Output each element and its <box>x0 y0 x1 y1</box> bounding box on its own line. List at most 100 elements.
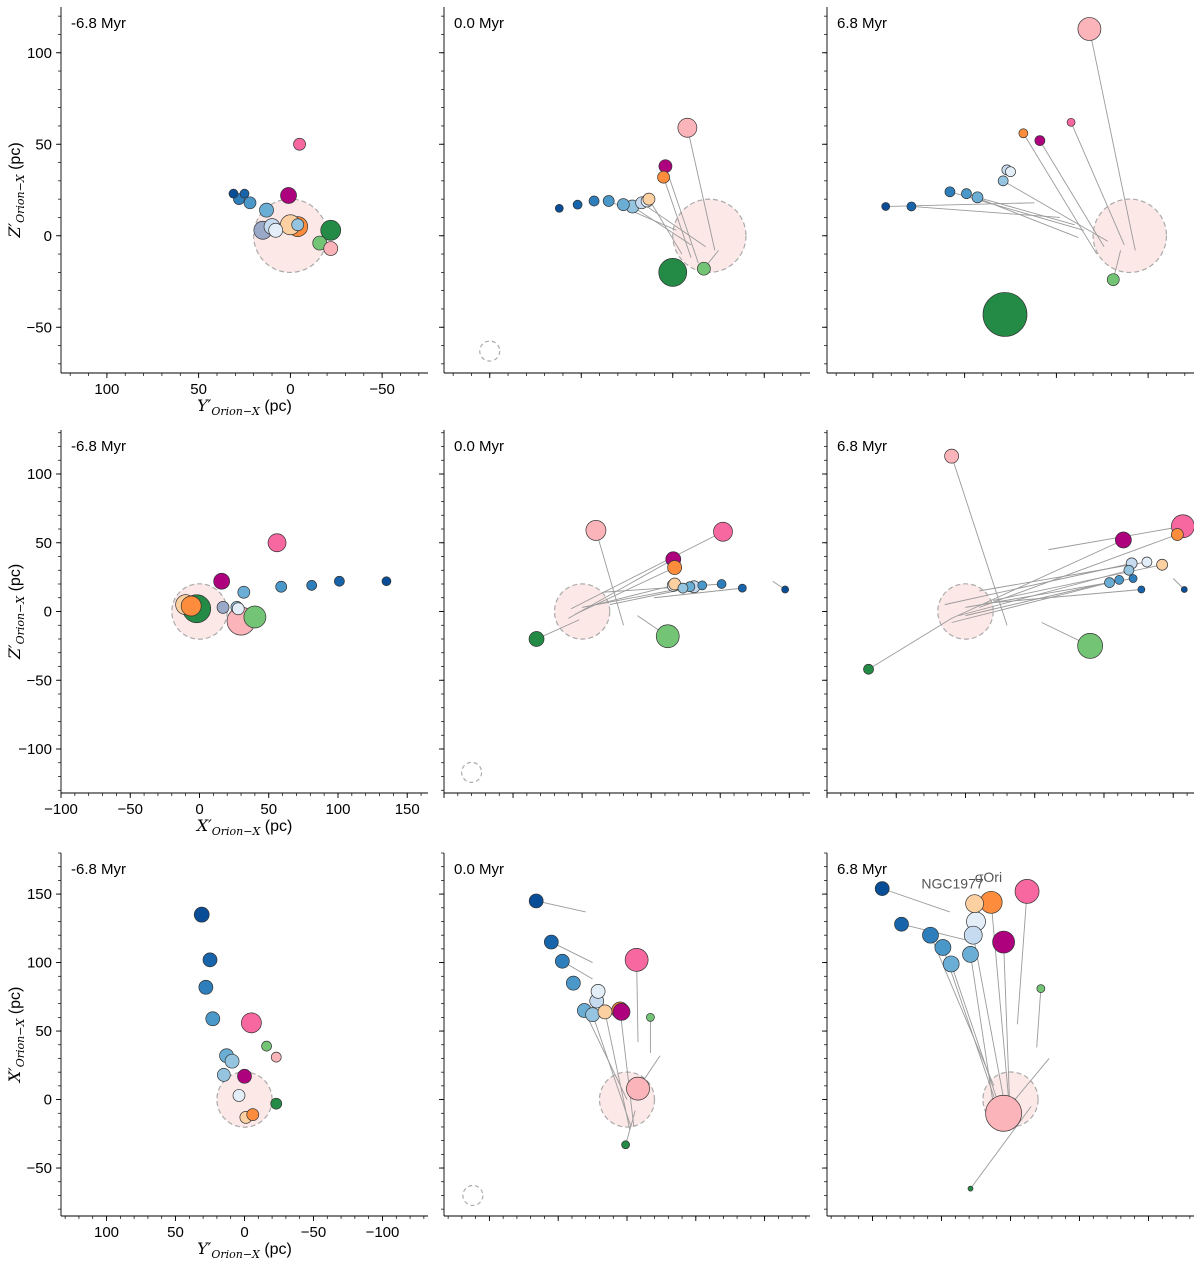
group-marker <box>590 984 606 999</box>
group-marker <box>667 560 682 575</box>
panel-r2-c1: 0.0 Myr <box>439 852 810 1221</box>
group-marker <box>612 1003 631 1021</box>
group-marker <box>1115 531 1132 549</box>
y-tick-label: −50 <box>27 1160 52 1177</box>
group-marker <box>944 186 956 198</box>
group-marker <box>243 196 257 210</box>
trajectory-line <box>1088 28 1136 251</box>
trajectory-line <box>1039 140 1105 247</box>
plot-area <box>193 906 283 1128</box>
y-tick-label: 50 <box>35 535 52 552</box>
group-annotation: NGC1977 <box>921 876 983 892</box>
trajectory-line <box>604 1011 631 1130</box>
trajectory-line <box>619 1010 635 1128</box>
panel-r1-c1: 0.0 Myr <box>439 430 810 798</box>
trajectory-line <box>972 935 1007 1114</box>
group-marker <box>224 1053 240 1069</box>
group-marker <box>259 202 274 218</box>
plot-area <box>461 520 789 783</box>
group-marker <box>602 195 615 207</box>
group-marker <box>1034 135 1046 146</box>
group-marker <box>1128 574 1138 583</box>
group-marker <box>268 222 284 238</box>
group-marker <box>270 1097 283 1110</box>
group-marker <box>216 601 230 614</box>
group-marker <box>942 955 960 973</box>
x-tick-label: −100 <box>44 801 78 818</box>
group-marker <box>934 939 952 956</box>
y-tick-label: 50 <box>35 136 52 153</box>
group-marker <box>1171 528 1184 541</box>
y-tick-label: −50 <box>27 672 52 689</box>
group-marker <box>962 946 979 963</box>
time-label: 0.0 Myr <box>454 438 504 455</box>
trajectory-line <box>958 569 1130 617</box>
group-marker <box>997 175 1009 187</box>
trajectory-line <box>653 587 743 599</box>
trajectory-line <box>1070 122 1125 246</box>
plot-area <box>171 533 392 640</box>
trajectory-line <box>911 206 1061 218</box>
x-tick-label: 50 <box>260 801 277 818</box>
group-marker <box>626 1076 650 1101</box>
group-marker <box>323 241 339 256</box>
x-tick-label: −50 <box>118 801 143 818</box>
group-marker <box>1156 558 1168 571</box>
group-marker <box>624 947 649 972</box>
panel-r1-c0: −100 −50 0 50 100 150 −100 −50 0 50 100 -6.8 Myr X′O… <box>5 430 428 838</box>
group-marker <box>543 934 559 950</box>
trajectory-line <box>625 1110 636 1145</box>
group-marker <box>677 582 689 594</box>
trajectory-line <box>636 959 639 1043</box>
scale-circle <box>462 1184 484 1207</box>
group-marker <box>1014 879 1040 904</box>
trajectory-line <box>648 198 683 255</box>
group-marker <box>894 916 909 932</box>
panel-r0-c2: 6.8 Myr <box>822 7 1194 378</box>
x-tick-label: 100 <box>325 801 350 818</box>
group-marker <box>1180 586 1188 593</box>
x-tick-label: 50 <box>167 1224 184 1241</box>
trajectory-line <box>950 963 1000 1107</box>
group-marker <box>1005 166 1016 178</box>
group-marker <box>572 199 583 210</box>
group-marker <box>1123 564 1135 576</box>
trajectory-line <box>1036 988 1042 1048</box>
trajectory-line <box>977 196 1075 226</box>
time-label: 0.0 Myr <box>454 15 504 32</box>
group-marker <box>554 953 570 969</box>
group-marker <box>967 1185 974 1192</box>
time-label: -6.8 Myr <box>71 15 126 32</box>
group-marker <box>213 572 230 590</box>
group-marker <box>1141 556 1153 568</box>
scale-circle <box>461 761 483 783</box>
panel-r1-c2: 6.8 Myr <box>822 430 1194 798</box>
y-tick-label: 100 <box>27 466 52 483</box>
group-marker <box>1036 984 1046 993</box>
trajectory-line <box>686 127 716 251</box>
group-marker <box>982 292 1028 337</box>
group-marker <box>267 533 287 553</box>
trajectory-line <box>568 558 674 619</box>
group-marker <box>961 188 972 200</box>
x-tick-label: 50 <box>190 381 207 398</box>
group-marker <box>881 202 891 211</box>
trajectory-line <box>986 589 1142 604</box>
group-marker <box>202 952 218 968</box>
group-marker <box>320 219 342 241</box>
group-marker <box>1114 575 1125 585</box>
y-tick-label: 150 <box>27 886 52 903</box>
trajectory-line <box>632 206 692 246</box>
group-marker <box>198 979 214 995</box>
group-marker <box>985 1094 1022 1132</box>
trajectory-line <box>942 947 995 1097</box>
group-marker <box>944 448 959 464</box>
y-axis-label: Z′Orion−X (pc) <box>5 142 27 238</box>
group-marker <box>588 195 600 207</box>
x-tick-label: 0 <box>240 1224 248 1241</box>
group-marker <box>216 1068 231 1082</box>
x-tick-label: 0 <box>195 801 203 818</box>
plot-area <box>881 17 1168 337</box>
group-marker <box>306 580 318 591</box>
